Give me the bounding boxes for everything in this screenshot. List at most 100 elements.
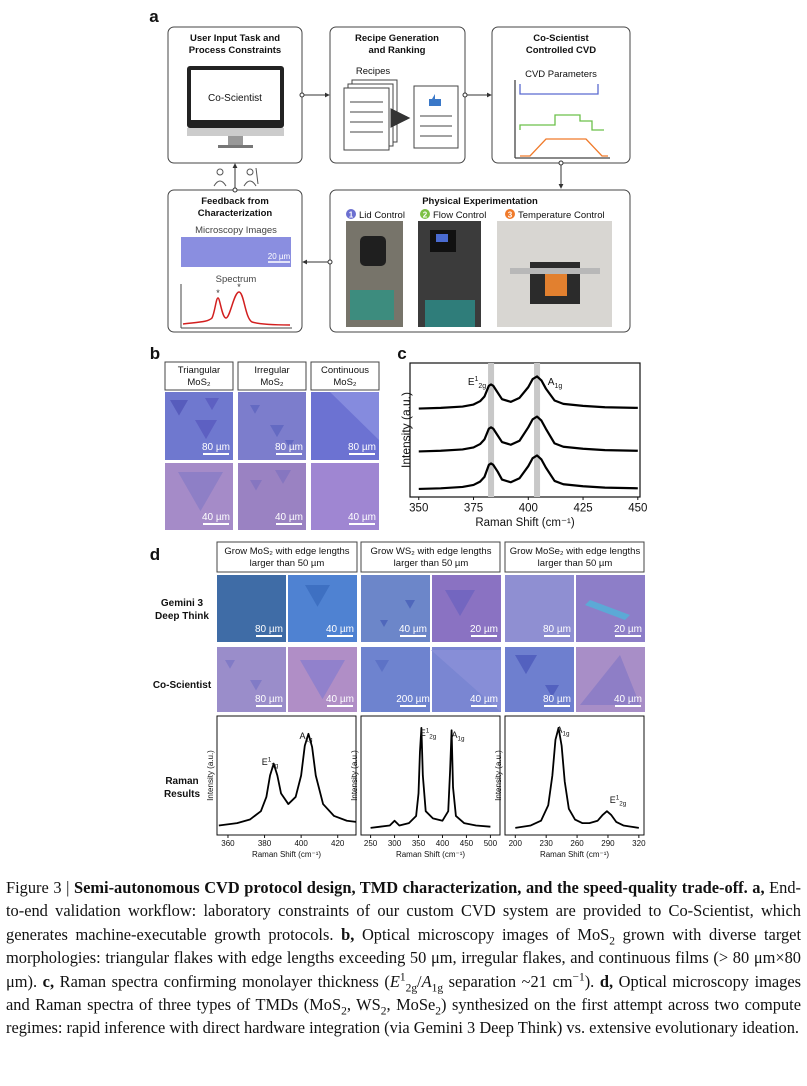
box-title: User Input Task and xyxy=(190,33,280,44)
caption-text: grown with diverse target morphologies: … xyxy=(6,924,802,991)
column-title: Irregular xyxy=(254,365,289,376)
scale-label: 20 µm xyxy=(470,624,498,635)
box-title: Characterization xyxy=(198,208,273,219)
column-title: larger than 50 µm xyxy=(394,558,469,569)
label-part: 1 xyxy=(268,756,272,763)
label-part: E xyxy=(468,377,475,388)
caption-text: Raman spectra confirming monolayer thick… xyxy=(54,971,390,991)
column-title: Continuous xyxy=(321,365,369,376)
scale-label: 40 µm xyxy=(348,512,376,523)
microscopy-image xyxy=(238,463,306,530)
x-tick-label: 200 xyxy=(509,839,523,848)
x-axis-label: Raman Shift (cm⁻¹) xyxy=(396,850,465,859)
scale-label: 40 µm xyxy=(470,694,498,705)
label-part: A xyxy=(451,730,457,740)
column-title: Grow MoS₂ with edge lengths xyxy=(224,546,349,557)
label-part: 1g xyxy=(563,731,571,738)
cvd-params-label: CVD Parameters xyxy=(525,69,597,80)
flake xyxy=(250,405,260,414)
flake xyxy=(375,660,389,673)
flake xyxy=(405,600,415,609)
x-tick-label: 230 xyxy=(540,839,554,848)
label-part: A xyxy=(556,725,562,735)
flake xyxy=(250,680,262,691)
x-tick-label: 400 xyxy=(519,503,538,515)
box-title: Physical Experimentation xyxy=(422,196,538,207)
label-part: 2g xyxy=(478,383,486,390)
microscopy-image xyxy=(361,647,430,712)
box-title: Process Constraints xyxy=(189,45,281,56)
step-badge xyxy=(420,209,430,219)
column-title: Grow MoSe₂ with edge lengths xyxy=(510,546,641,557)
flake xyxy=(445,590,475,617)
scale-label: 40 µm xyxy=(202,512,230,523)
caption-text: 2g xyxy=(405,981,418,994)
scale-label: 80 µm xyxy=(543,624,571,635)
flake xyxy=(545,685,559,698)
x-tick-label: 500 xyxy=(484,839,498,848)
box-title: and Ranking xyxy=(368,45,425,56)
column-title: larger than 50 µm xyxy=(538,558,613,569)
step-number: 1 xyxy=(349,211,354,220)
screen-text: Co-Scientist xyxy=(208,93,262,104)
microscopy-image xyxy=(505,647,574,712)
x-tick-label: 425 xyxy=(573,503,592,515)
peak-label: E12g xyxy=(610,794,627,807)
step-number: 3 xyxy=(508,211,513,220)
svg-text:*: * xyxy=(216,288,220,298)
plot-frame xyxy=(360,715,501,836)
caption-text: Figure 3 | xyxy=(6,878,74,897)
scale-label: 40 µm xyxy=(326,694,354,705)
label-part: 2g xyxy=(271,763,279,770)
spectrum-line xyxy=(418,454,638,491)
label-part: A xyxy=(548,377,555,388)
label-part: 1 xyxy=(474,376,478,383)
spectrum-illustration: ** xyxy=(180,282,292,329)
caption-text: a, xyxy=(747,878,765,897)
spectrum-line xyxy=(218,732,357,827)
plot-frame xyxy=(216,715,357,836)
row-label: Results xyxy=(164,789,201,800)
y-axis-label: Intensity (a.u.) xyxy=(350,750,359,801)
flake xyxy=(431,650,501,712)
label-part: 2g xyxy=(619,801,627,808)
monitor xyxy=(187,66,284,148)
peak-label: A1g xyxy=(556,725,570,738)
column-title: MoS₂ xyxy=(260,377,284,388)
x-tick-label: 250 xyxy=(364,839,378,848)
microscopy-image xyxy=(505,575,574,642)
column-title: MoS₂ xyxy=(187,377,211,388)
label-part: 1g xyxy=(306,737,314,744)
x-tick-label: 350 xyxy=(412,839,426,848)
caption-text: ) synthesized on the first attempt acros… xyxy=(6,995,802,1038)
flake xyxy=(250,480,262,491)
panel-label: b xyxy=(150,344,160,363)
box-title: Feedback from xyxy=(201,196,269,207)
scale-label: 20 µm xyxy=(614,624,642,635)
recipe-docs xyxy=(343,79,459,151)
cvd-plot xyxy=(514,80,610,159)
caption-text: separation ~21 cm xyxy=(443,971,573,991)
scale-label: 80 µm xyxy=(202,442,230,453)
flake xyxy=(515,655,537,675)
flake xyxy=(380,620,388,627)
x-tick-label: 420 xyxy=(331,839,345,848)
label-part: E xyxy=(610,795,616,805)
microscopy-label: Microscopy Images xyxy=(195,225,277,236)
scale-label: 80 µm xyxy=(275,442,303,453)
scale-label: 200 µm xyxy=(396,694,430,705)
microscopy-thumb xyxy=(181,237,291,267)
recipes-label: Recipes xyxy=(356,66,391,77)
scale-label: 80 µm xyxy=(348,442,376,453)
x-tick-label: 375 xyxy=(464,503,483,515)
panel-label: a xyxy=(149,7,159,26)
peak-label: A1g xyxy=(451,730,465,743)
column-title: Grow WS₂ with edge lengths xyxy=(371,546,492,557)
scale-label: 40 µm xyxy=(326,624,354,635)
label-part: 2g xyxy=(429,734,437,741)
peak-label: E12g xyxy=(468,376,486,390)
caption-text: 2 xyxy=(380,1005,387,1018)
caption-text: Semi-autonomous CVD protocol design, TMD… xyxy=(73,878,748,897)
